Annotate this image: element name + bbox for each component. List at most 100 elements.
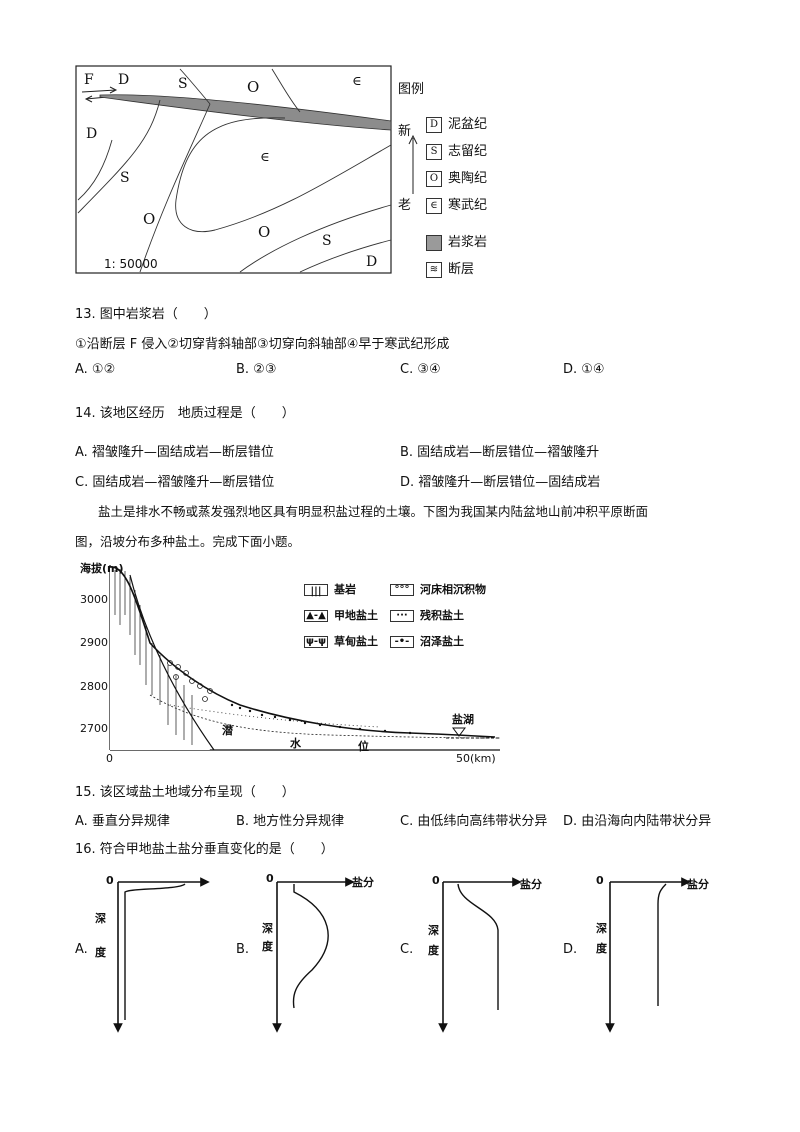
graph-b bbox=[272, 877, 355, 1033]
map-label-d: D bbox=[366, 254, 378, 270]
q15-option-b[interactable]: B. 地方性分异规律 bbox=[236, 814, 345, 829]
question-16-stem: 16. 符合甲地盐土盐分垂直变化的是（ ） bbox=[75, 842, 334, 857]
graph-d-x-label: 盐分 bbox=[687, 878, 709, 891]
q14-option-c[interactable]: C. 固结成岩—褶皱隆升—断层错位 bbox=[75, 475, 275, 490]
q15-option-a[interactable]: A. 垂直分异规律 bbox=[75, 814, 170, 829]
bedrock-hatch-icon: ||| bbox=[304, 584, 328, 597]
map-label-cambrian: ∈ bbox=[260, 150, 270, 165]
legend-label: 寒武纪 bbox=[448, 198, 488, 213]
map-label-s: S bbox=[322, 233, 332, 249]
profile-legend-river-deposit: °°° 河床相沉积物 bbox=[390, 581, 486, 597]
profile-legend-jia-salt-soil: ▲-▲ 甲地盐土 bbox=[304, 607, 378, 623]
legend-item-cambrian: ∈ 寒武纪 bbox=[426, 194, 487, 214]
map-scale: 1: 50000 bbox=[104, 257, 158, 271]
profile-legend-residual-salt-soil: ··· 残积盐土 bbox=[390, 607, 464, 623]
q14-option-b[interactable]: B. 固结成岩—断层错位—褶皱隆升 bbox=[400, 445, 600, 460]
q15-option-d[interactable]: D. 由沿海向内陆带状分异 bbox=[563, 814, 712, 829]
circles-icon: °°° bbox=[390, 584, 414, 596]
salt-soil-jia-icon: ▲-▲ bbox=[304, 610, 328, 622]
dots-icon: ··· bbox=[390, 610, 414, 622]
question-13-statement: ①沿断层 F 侵入②切穿背斜轴部③切穿向斜轴部④早于寒武纪形成 bbox=[75, 337, 450, 352]
q16-option-c[interactable]: C. bbox=[400, 942, 414, 957]
profile-legend-meadow-salt-soil: ψ-ψ 草甸盐土 bbox=[304, 633, 378, 649]
graph-d-zero: 0 bbox=[596, 874, 604, 887]
q16-option-b[interactable]: B. bbox=[236, 942, 250, 957]
q16-graphs-svg bbox=[113, 877, 691, 1033]
graph-b-y-label: 度 bbox=[262, 940, 273, 953]
geologic-map-svg bbox=[75, 65, 392, 274]
question-14-stem: 14. 该地区经历 地质过程是（ ） bbox=[75, 406, 295, 421]
profile-x-end: 50(km) bbox=[456, 752, 496, 765]
legend-symbol: S bbox=[426, 143, 442, 160]
water-table-label: 位 bbox=[358, 740, 369, 753]
graph-d-y-label: 度 bbox=[596, 942, 607, 955]
graph-c-y-label: 度 bbox=[428, 944, 439, 957]
profile-legend-label: 残积盐土 bbox=[420, 609, 464, 622]
map-label-o: O bbox=[247, 78, 260, 96]
legend-label: 岩浆岩 bbox=[448, 235, 488, 250]
legend-symbol-magma bbox=[426, 234, 442, 251]
question-15-stem: 15. 该区域盐土地域分布呈现（ ） bbox=[75, 785, 295, 800]
profile-legend-bedrock: ||| 基岩 bbox=[304, 581, 356, 597]
profile-x-start: 0 bbox=[106, 752, 113, 765]
water-table-label: 潜 bbox=[222, 724, 233, 737]
profile-y-tick: 3000 bbox=[80, 593, 108, 606]
q13-option-b[interactable]: B. ②③ bbox=[236, 362, 277, 377]
graph-a-y-label: 深 bbox=[95, 912, 106, 925]
map-label-o: O bbox=[143, 210, 156, 228]
map-label-fault-f: F bbox=[84, 72, 94, 88]
profile-legend-label: 甲地盐土 bbox=[334, 609, 378, 622]
swamp-icon: -•- bbox=[390, 636, 414, 648]
water-table-label: 水 bbox=[290, 737, 301, 750]
age-old-label: 老 bbox=[398, 198, 412, 213]
profile-legend-label: 基岩 bbox=[334, 583, 356, 596]
q16-option-a[interactable]: A. bbox=[75, 942, 88, 957]
legend-item-fault: ≋ 断层 bbox=[426, 258, 474, 278]
map-legend-title: 图例 bbox=[398, 82, 425, 97]
legend-item-ordovician: O 奥陶纪 bbox=[426, 167, 487, 187]
map-label-cambrian: ∈ bbox=[352, 74, 362, 89]
legend-label: 奥陶纪 bbox=[448, 171, 488, 186]
q14-option-d[interactable]: D. 褶皱隆升—断层错位—固结成岩 bbox=[400, 475, 601, 490]
graph-c-y-label: 深 bbox=[428, 924, 439, 937]
q16-option-d[interactable]: D. bbox=[563, 942, 578, 957]
legend-item-silurian: S 志留纪 bbox=[426, 140, 487, 160]
profile-chart-svg bbox=[109, 565, 501, 751]
legend-item-devonian: D 泥盆纪 bbox=[426, 113, 487, 133]
graph-a-zero: 0 bbox=[106, 874, 114, 887]
meadow-icon: ψ-ψ bbox=[304, 636, 328, 648]
profile-y-tick: 2900 bbox=[80, 636, 108, 649]
map-label-s: S bbox=[120, 170, 130, 186]
graph-c-zero: 0 bbox=[432, 874, 440, 887]
legend-label: 志留纪 bbox=[448, 144, 488, 159]
legend-label: 泥盆纪 bbox=[448, 117, 488, 132]
age-new-label: 新 bbox=[398, 124, 412, 139]
q15-option-c[interactable]: C. 由低纬向高纬带状分异 bbox=[400, 814, 548, 829]
q14-option-a[interactable]: A. 褶皱隆升—固结成岩—断层错位 bbox=[75, 445, 274, 460]
question-13-stem: 13. 图中岩浆岩（ ） bbox=[75, 307, 217, 322]
q13-option-d[interactable]: D. ①④ bbox=[563, 362, 605, 377]
legend-symbol: O bbox=[426, 170, 442, 187]
graph-d-y-label: 深 bbox=[596, 922, 607, 935]
q13-option-c[interactable]: C. ③④ bbox=[400, 362, 441, 377]
profile-y-tick: 2800 bbox=[80, 680, 108, 693]
legend-item-magma: 岩浆岩 bbox=[426, 231, 487, 251]
map-label-d: D bbox=[86, 126, 98, 142]
profile-legend-swamp-salt-soil: -•- 沼泽盐土 bbox=[390, 633, 464, 649]
passage-line-1: 盐土是排水不畅或蒸发强烈地区具有明显积盐过程的土壤。下图为我国某内陆盆地山前冲积… bbox=[98, 504, 649, 519]
legend-symbol: ∈ bbox=[426, 197, 442, 214]
profile-legend-label: 草甸盐土 bbox=[334, 635, 378, 648]
graph-a-y-label: 度 bbox=[95, 946, 106, 959]
profile-legend-label: 沼泽盐土 bbox=[420, 635, 464, 648]
graph-d bbox=[605, 877, 691, 1033]
graph-b-x-label: 盐分 bbox=[352, 876, 374, 889]
legend-label: 断层 bbox=[448, 262, 475, 277]
profile-legend-label: 河床相沉积物 bbox=[420, 583, 486, 596]
graph-a bbox=[113, 877, 210, 1033]
graph-b-zero: 0 bbox=[266, 872, 274, 885]
map-label-d: D bbox=[118, 72, 130, 88]
age-arrow bbox=[408, 134, 418, 194]
fault-icon: ≋ bbox=[426, 261, 442, 278]
passage-line-2: 图，沿坡分布多种盐土。完成下面小题。 bbox=[75, 534, 301, 549]
q13-option-a[interactable]: A. ①② bbox=[75, 362, 116, 377]
